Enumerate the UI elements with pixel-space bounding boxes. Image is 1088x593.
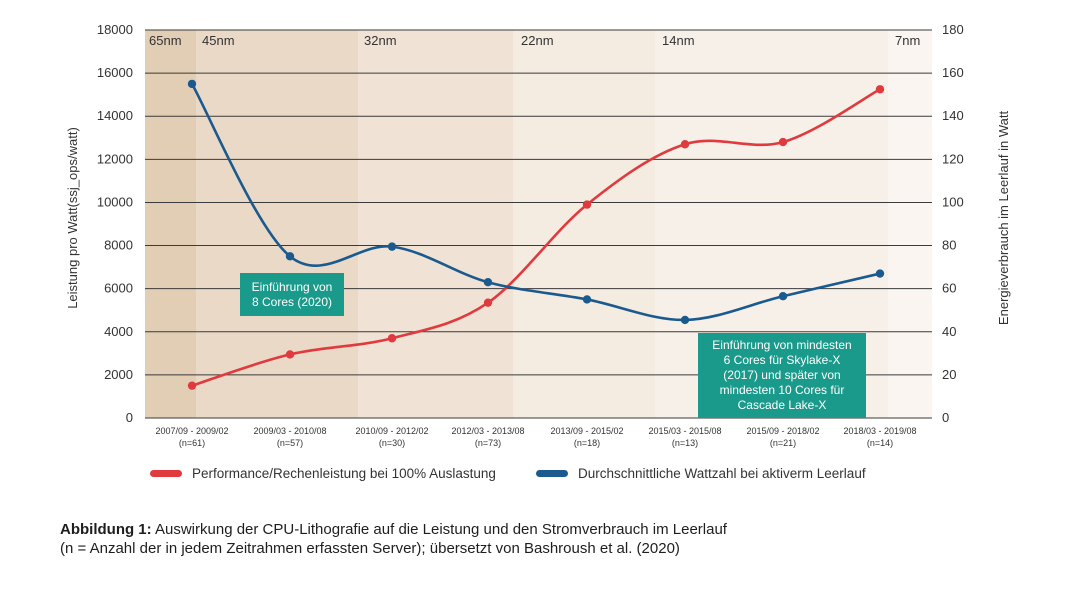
- y-axis-left-label: Leistung pro Watt(ssj_ops/watt): [65, 127, 80, 309]
- band-2: [196, 30, 358, 418]
- y-right-tick-label: 60: [942, 281, 956, 296]
- caption-line-1: Abbildung 1: Auswirkung der CPU-Lithogra…: [60, 520, 727, 539]
- point-performance: [680, 140, 690, 149]
- process-node-label: 22nm: [521, 33, 554, 48]
- point-idle-watt: [483, 278, 493, 287]
- y-right-tick-label: 20: [942, 367, 956, 382]
- band-3: [358, 30, 513, 418]
- y-left-tick-label: 10000: [97, 194, 133, 209]
- figure-caption: Abbildung 1: Auswirkung der CPU-Lithogra…: [60, 520, 727, 558]
- x-tick-label: 2015/03 - 2015/08 (n=13): [648, 426, 721, 448]
- legend: Performance/Rechenleistung bei 100% Ausl…: [150, 466, 866, 481]
- process-node-labels: 65nm 45nm 32nm 22nm 14nm 7nm: [149, 33, 920, 48]
- chart: 65nm 45nm 32nm 22nm 14nm 7nm 0200040006000800…: [65, 22, 1011, 448]
- caption-text: Auswirkung der CPU-Lithografie auf die L…: [151, 521, 727, 538]
- x-tick-label: 2015/09 - 2018/02 (n=21): [746, 426, 819, 448]
- series-lines: [187, 79, 885, 390]
- x-tick-label: 2007/09 - 2009/02 (n=61): [155, 426, 228, 448]
- y-left-tick-label: 16000: [97, 65, 133, 80]
- band-1: [145, 30, 196, 418]
- annotation-skylake-cascade: Einführung von mindesten 6 Cores für Sky…: [698, 333, 866, 418]
- x-tick-label: 2013/09 - 2015/02 (n=18): [550, 426, 623, 448]
- x-tick-label: 2009/03 - 2010/08 (n=57): [253, 426, 326, 448]
- process-node-label: 32nm: [364, 33, 397, 48]
- annotation-8-cores: Einführung von 8 Cores (2020): [240, 273, 344, 316]
- point-idle-watt: [285, 252, 295, 261]
- y-left-tick-label: 12000: [97, 151, 133, 166]
- point-performance: [778, 137, 788, 147]
- caption-label: Abbildung 1:: [60, 521, 152, 538]
- legend-item-idle-watt: Durchschnittliche Wattzahl bei aktiverm …: [535, 466, 866, 481]
- y-right-tick-label: 140: [942, 108, 964, 123]
- point-idle-watt: [582, 295, 592, 304]
- point-performance: [285, 350, 295, 359]
- caption-line-2: (n = Anzahl der in jedem Zeitrahmen erfa…: [60, 540, 680, 557]
- y-left-tick-label: 4000: [104, 324, 133, 339]
- point-idle-watt: [387, 242, 397, 251]
- x-tick-label: 2010/09 - 2012/02 (n=30): [355, 426, 428, 448]
- y-left-tick-label: 18000: [97, 22, 133, 37]
- point-idle-watt: [875, 269, 885, 278]
- process-node-label: 45nm: [202, 33, 235, 48]
- legend-item-performance: Performance/Rechenleistung bei 100% Ausl…: [150, 466, 496, 481]
- process-node-label: 14nm: [662, 33, 695, 48]
- y-left-tick-label: 6000: [104, 281, 133, 296]
- y-right-tick-label: 180: [942, 22, 964, 37]
- legend-label-performance: Performance/Rechenleistung bei 100% Ausl…: [192, 466, 496, 481]
- y-left-tick-label: 0: [126, 410, 133, 425]
- point-idle-watt: [778, 292, 788, 301]
- band-4: [513, 30, 655, 418]
- legend-swatch-idle-watt: [535, 470, 568, 477]
- y-right-tick-label: 0: [942, 410, 949, 425]
- y-right-tick-label: 120: [942, 151, 964, 166]
- x-axis-ticks: 2007/09 - 2009/02 (n=61) 2009/03 - 2010/08…: [155, 426, 916, 448]
- process-node-label: 7nm: [895, 33, 920, 48]
- y-axis-right-ticks: 0 20 40 60 80 100 120 140 160 180: [942, 22, 964, 425]
- y-left-tick-label: 14000: [97, 108, 133, 123]
- process-node-label: 65nm: [149, 33, 182, 48]
- point-performance: [483, 298, 493, 307]
- y-right-tick-label: 40: [942, 324, 956, 339]
- legend-label-idle-watt: Durchschnittliche Wattzahl bei aktiverm …: [577, 466, 866, 481]
- x-tick-label: 2012/03 - 2013/08 (n=73): [451, 426, 524, 448]
- legend-swatch-performance: [150, 470, 182, 477]
- x-tick-label: 2018/03 - 2019/08 (n=14): [843, 426, 916, 448]
- y-axis-left-ticks: 0 2000 4000 6000 8000 10000 12000 14000 16000 180…: [97, 22, 133, 425]
- point-performance: [875, 85, 885, 94]
- point-idle-watt: [187, 79, 197, 89]
- y-left-tick-label: 2000: [104, 367, 133, 382]
- point-idle-watt: [680, 315, 690, 325]
- gridlines: [145, 29, 932, 419]
- y-left-tick-label: 8000: [104, 238, 133, 253]
- line-performance: [191, 88, 881, 387]
- y-right-tick-label: 80: [942, 238, 956, 253]
- y-axis-right-label: Energieverbrauch im Leerlauf in Watt: [996, 111, 1011, 326]
- y-right-tick-label: 100: [942, 194, 964, 209]
- point-performance: [187, 381, 197, 390]
- point-performance: [387, 334, 397, 343]
- band-6: [888, 30, 932, 418]
- y-right-tick-label: 160: [942, 65, 964, 80]
- point-performance: [582, 200, 592, 209]
